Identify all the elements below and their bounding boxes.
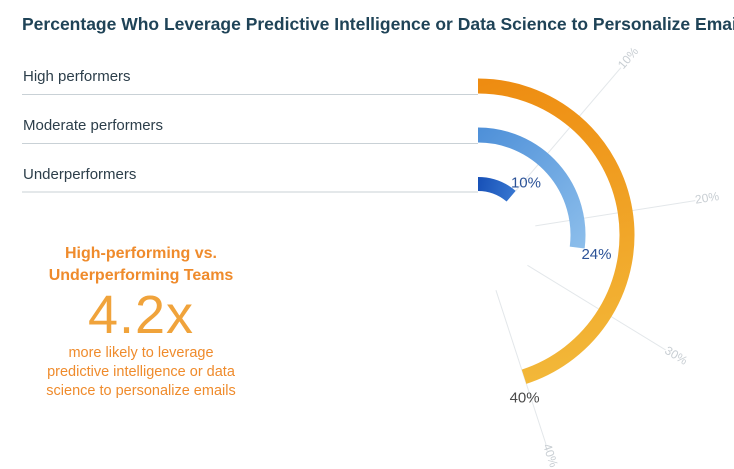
scale-spoke bbox=[495, 290, 547, 445]
scale-tick-label: 10% bbox=[615, 44, 641, 72]
scale-spoke bbox=[527, 264, 666, 351]
scale-spoke bbox=[535, 200, 696, 227]
callout-heading-line2: Underperforming Teams bbox=[48, 267, 234, 284]
series-value-label: 10% bbox=[511, 175, 541, 192]
callout-desc-line3: science to personalize emails bbox=[46, 383, 236, 399]
chart-title: Percentage Who Leverage Predictive Intel… bbox=[22, 14, 734, 34]
series-label: Moderate performers bbox=[23, 117, 163, 134]
callout-heading-line1: High-performing vs. bbox=[64, 245, 217, 262]
series-label: High performers bbox=[23, 68, 131, 85]
series-bar bbox=[477, 127, 586, 249]
series-value-label: 40% bbox=[510, 389, 540, 406]
series-bar bbox=[477, 78, 635, 384]
series-value-label: 24% bbox=[581, 246, 611, 263]
callout-desc-line2: predictive intelligence or data bbox=[47, 364, 235, 380]
scale-tick-label: 20% bbox=[694, 189, 720, 207]
series-bar bbox=[477, 177, 516, 202]
callout-big-number: 4.2x bbox=[87, 285, 195, 345]
scale-tick-label: 30% bbox=[662, 343, 690, 368]
callout-heading: High-performing vs. Underperforming Team… bbox=[30, 243, 252, 287]
callout: High-performing vs. Underperforming Team… bbox=[30, 243, 252, 401]
scale-tick-label: 40% bbox=[540, 442, 561, 469]
series-label: Underperformers bbox=[23, 166, 136, 183]
callout-description: more likely to leverage predictive intel… bbox=[30, 344, 252, 401]
scale-spoke bbox=[515, 67, 622, 192]
callout-desc-line1: more likely to leverage bbox=[68, 345, 214, 361]
